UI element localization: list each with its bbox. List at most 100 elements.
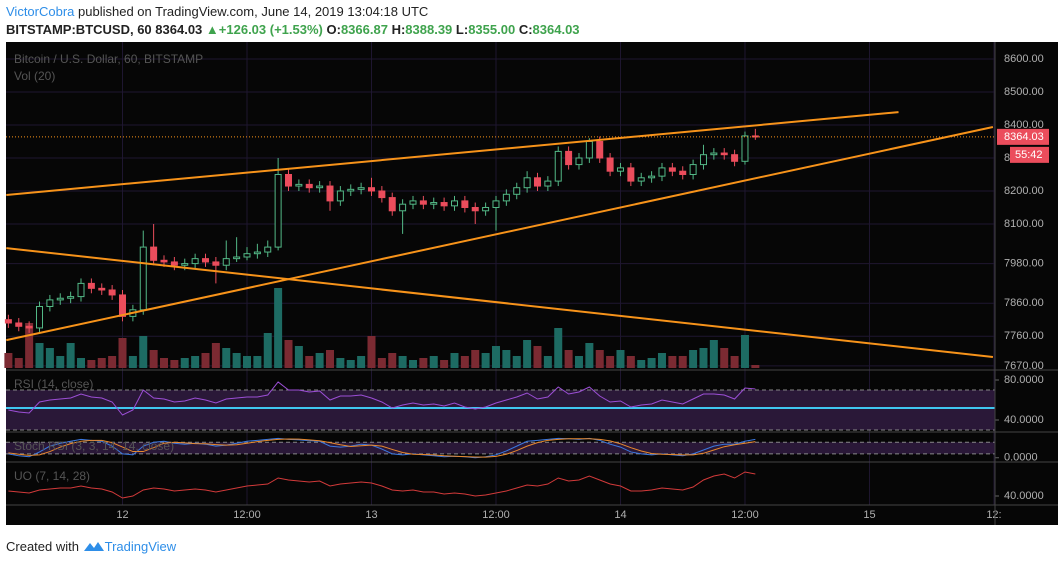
candle-body — [482, 206, 490, 212]
candle-body — [668, 167, 676, 172]
volume-bar — [606, 356, 615, 368]
volume-bar — [242, 356, 251, 368]
candle-body — [388, 197, 396, 212]
volume-bar — [533, 346, 542, 368]
indicator-label: Stoch RSI (3, 3, 14, 14, close) — [14, 439, 174, 453]
volume-bar — [564, 350, 573, 368]
candle-body — [554, 150, 562, 182]
y-tick-label: 40.0000 — [1004, 490, 1044, 502]
candle-body — [46, 299, 54, 307]
published: published on TradingView.com, June 14, 2… — [74, 4, 429, 19]
candle-body — [202, 258, 210, 263]
volume-bar — [471, 350, 480, 368]
candle-body — [4, 319, 12, 324]
y-tick-label: 8600.00 — [1004, 53, 1044, 65]
candle-body — [316, 185, 324, 189]
volume-bar — [149, 350, 158, 368]
candle-body — [233, 256, 241, 260]
volume-bar — [668, 356, 677, 368]
volume-bar — [751, 365, 760, 368]
indicator-line — [8, 437, 756, 459]
volume-bar — [460, 356, 469, 368]
band-fill — [6, 390, 995, 430]
volume-bar — [35, 343, 44, 368]
author[interactable]: VictorCobra — [6, 4, 75, 19]
brand[interactable]: TradingView — [104, 539, 177, 554]
candle-body — [699, 154, 707, 166]
volume-bar — [232, 353, 241, 368]
candle-body — [264, 246, 272, 253]
volume-bar — [440, 360, 449, 368]
candle-body — [513, 187, 521, 195]
candle-body — [720, 152, 728, 156]
volume-bar — [128, 356, 137, 368]
volume-bar — [315, 353, 324, 368]
volume-bar — [574, 356, 583, 368]
indicator-line — [8, 438, 756, 458]
candle-body — [430, 202, 438, 205]
volume-bar — [637, 360, 646, 368]
trendline — [6, 247, 994, 358]
volume-bar — [398, 356, 407, 368]
candle-body — [15, 322, 23, 327]
volume-bar — [709, 340, 718, 368]
volume-bar — [595, 350, 604, 368]
candle-body — [326, 185, 334, 202]
candle-body — [284, 173, 292, 187]
candle-body — [419, 200, 427, 205]
candle-body — [637, 177, 645, 182]
trendline — [6, 111, 899, 196]
candle-body — [367, 187, 375, 192]
candle-body — [492, 200, 500, 208]
close: 8364.03 — [532, 22, 580, 37]
volume-bar — [14, 358, 23, 368]
candle-body — [25, 325, 33, 329]
indicator-label: UO (7, 14, 28) — [14, 469, 90, 483]
volume-bar — [657, 353, 666, 368]
volume-bar — [408, 360, 417, 368]
volume-bar — [108, 356, 117, 368]
volume-bar — [253, 356, 262, 368]
volume-bar — [336, 358, 345, 368]
volume-bar — [25, 323, 34, 368]
volume-bar — [263, 333, 272, 368]
l-label: L: — [455, 22, 469, 37]
candle-body — [689, 164, 697, 175]
volume-bar — [491, 346, 500, 368]
candle-body — [596, 140, 604, 159]
volume-bar — [45, 348, 54, 368]
candle-body — [648, 175, 656, 179]
x-tick-label: 15 — [863, 509, 875, 521]
high: 8388.39 — [405, 22, 453, 37]
countdown-tag — [1010, 146, 1049, 163]
candle-body — [409, 200, 417, 205]
candle-body — [450, 200, 458, 207]
y-tick-label: 7760.00 — [1004, 330, 1044, 342]
candle-body — [544, 180, 552, 187]
candle-body — [222, 258, 230, 266]
candle-body — [399, 203, 407, 212]
volume-bar — [429, 356, 438, 368]
candle-body — [658, 167, 666, 177]
x-tick-label: 12:00 — [731, 509, 759, 521]
x-tick-label: 12:00 — [482, 509, 510, 521]
volume-bar — [325, 350, 334, 368]
x-tick-label: 13 — [365, 509, 377, 521]
volume-bar — [56, 356, 65, 368]
volume-bar — [626, 356, 635, 368]
candle-body — [585, 140, 593, 159]
volume-bar — [689, 350, 698, 368]
candle-body — [627, 167, 635, 182]
volume-bar — [139, 336, 148, 368]
volume-bar — [554, 328, 563, 368]
candle-body — [253, 251, 261, 255]
volume-bar — [740, 335, 749, 368]
candle-body — [191, 258, 199, 265]
y-tick-label: 8500.00 — [1004, 86, 1044, 98]
volume-bar — [284, 340, 293, 368]
candle-body — [181, 263, 189, 266]
candle-body — [710, 152, 718, 156]
volume-bar — [97, 358, 106, 368]
footer: Created with TradingView — [6, 537, 176, 554]
y-tick-label: 8400.00 — [1004, 119, 1044, 131]
